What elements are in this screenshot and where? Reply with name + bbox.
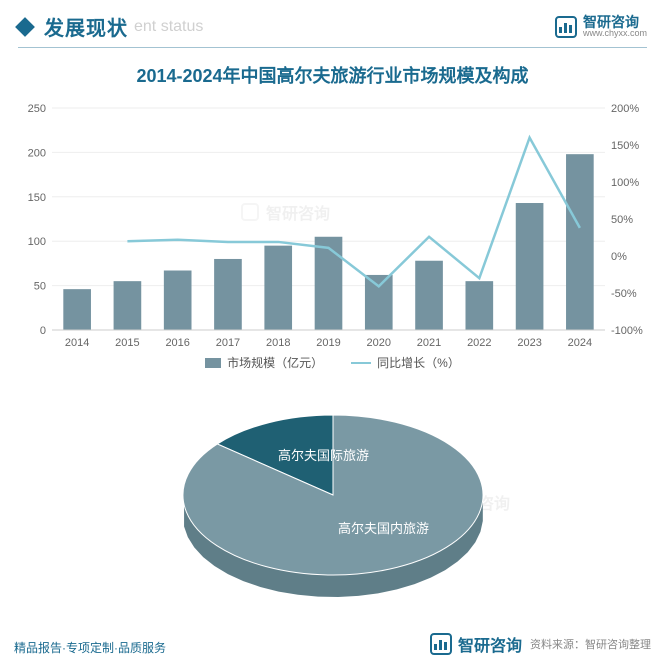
svg-text:2014: 2014 [65,337,89,349]
svg-text:200: 200 [28,147,46,159]
svg-text:0: 0 [40,325,46,337]
footer-left: 精品报告·专项定制·品质服务 [14,639,166,656]
svg-text:2023: 2023 [517,337,541,349]
line-swatch-icon [351,362,371,364]
pie-chart: 高尔夫国际旅游高尔夫国内旅游 [10,375,655,635]
footer-right: 智研咨询 资料来源：智研咨询整理 [430,632,651,656]
chart-title: 2014-2024年中国高尔夫旅游行业市场规模及构成 [0,62,665,88]
svg-text:50%: 50% [611,214,633,226]
svg-text:-50%: -50% [611,288,637,300]
svg-text:2022: 2022 [467,337,491,349]
header-left: 发展现状 ent status [18,12,203,41]
svg-text:150: 150 [28,192,46,204]
divider [18,47,647,48]
svg-text:250: 250 [28,103,46,115]
bullet-icon [15,17,35,37]
svg-text:-100%: -100% [611,325,643,337]
title-zh: 发展现状 [44,12,128,41]
svg-text:100%: 100% [611,177,639,189]
header: 发展现状 ent status 智研咨询 www.chyxx.com [0,0,665,47]
footer-brand: 智研咨询 [430,632,522,656]
svg-text:200%: 200% [611,103,639,115]
combo-chart-svg: 0 50 100 150 200 250 -100% -50% 0% 50% 100% 150% 200… [10,98,655,358]
svg-text:0%: 0% [611,251,627,263]
brand-url: www.chyxx.com [583,29,647,38]
bar-swatch-icon [205,358,221,368]
footer-brand-logo-icon [430,633,452,655]
footer: 精品报告·专项定制·品质服务 智研咨询 资料来源：智研咨询整理 [0,626,665,666]
title-en: ent status [134,18,203,36]
svg-text:高尔夫国际旅游: 高尔夫国际旅游 [278,448,369,463]
svg-text:2019: 2019 [316,337,340,349]
svg-text:高尔夫国内旅游: 高尔夫国内旅游 [338,521,429,536]
combo-chart: 0 50 100 150 200 250 -100% -50% 0% 50% 100% 150% 200… [10,98,655,358]
pie-chart-svg: 高尔夫国际旅游高尔夫国内旅游 [118,380,548,630]
brand: 智研咨询 www.chyxx.com [555,15,647,38]
svg-text:2021: 2021 [417,337,441,349]
svg-text:2020: 2020 [367,337,391,349]
svg-text:2018: 2018 [266,337,290,349]
svg-text:100: 100 [28,236,46,248]
footer-brand-zh: 智研咨询 [458,632,522,656]
brand-zh: 智研咨询 [583,15,647,29]
svg-text:2017: 2017 [216,337,240,349]
svg-text:50: 50 [34,281,46,293]
brand-logo-icon [555,16,577,38]
source-text: 资料来源：智研咨询整理 [530,636,651,652]
svg-text:2016: 2016 [165,337,189,349]
svg-text:2024: 2024 [568,337,592,349]
svg-text:150%: 150% [611,140,639,152]
svg-text:2015: 2015 [115,337,139,349]
